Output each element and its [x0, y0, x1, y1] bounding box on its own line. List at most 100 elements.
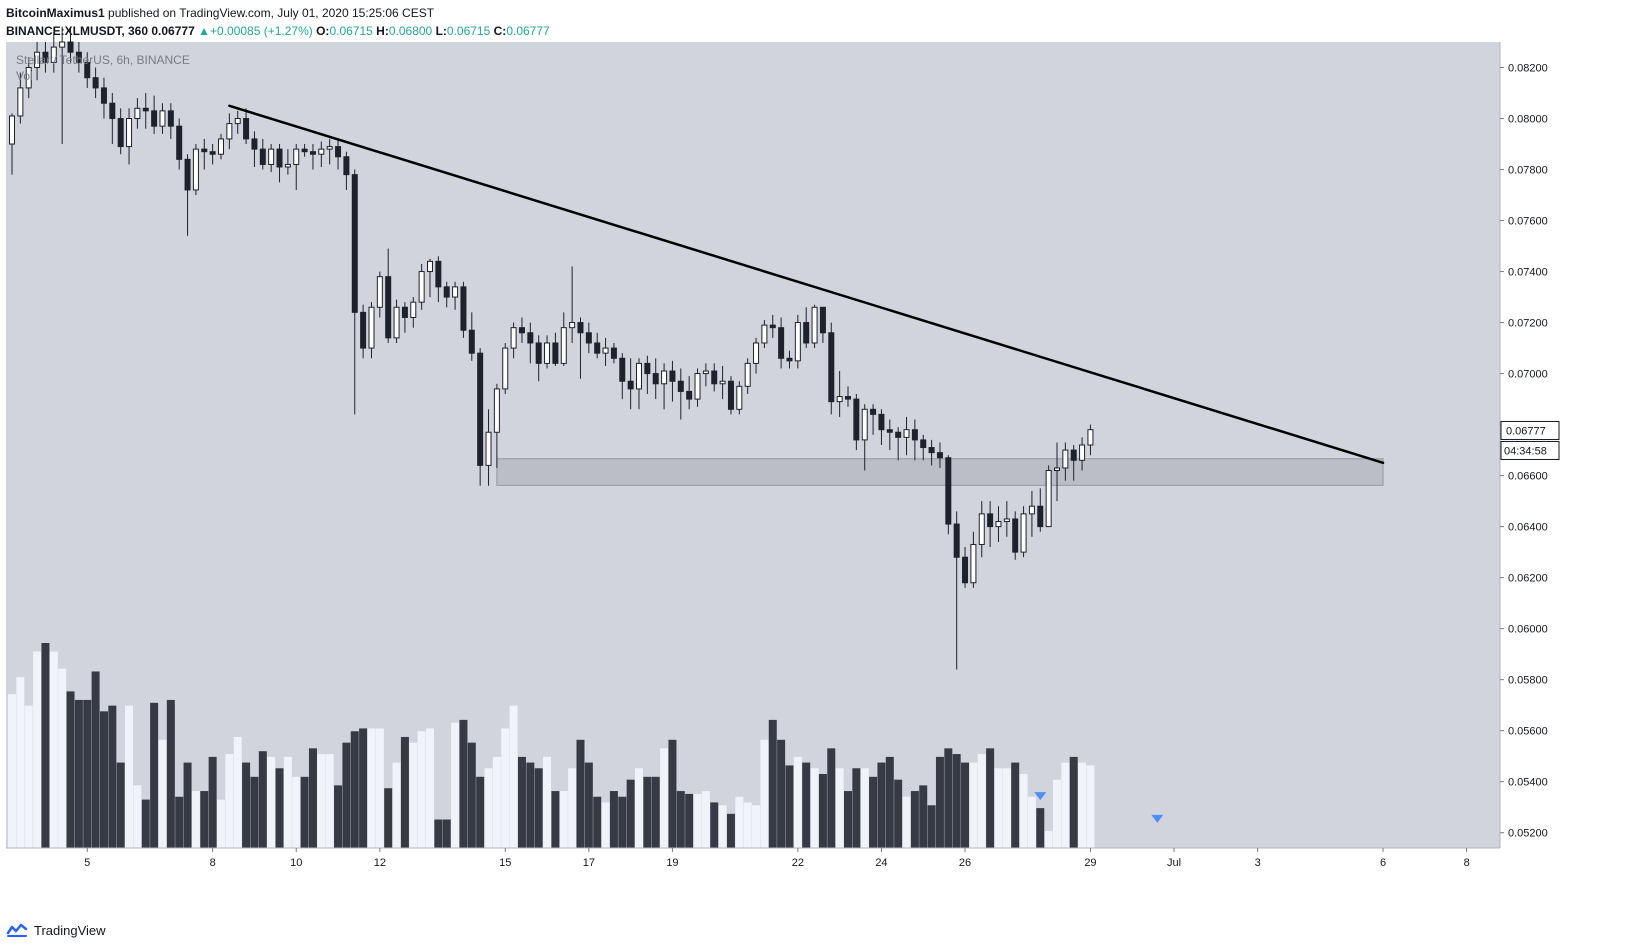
candle[interactable] [853, 393, 860, 451]
candle[interactable] [301, 144, 308, 157]
candle[interactable] [987, 501, 994, 548]
candle[interactable] [761, 320, 768, 349]
candle[interactable] [978, 501, 985, 558]
candle[interactable] [1045, 465, 1052, 528]
candle[interactable] [936, 442, 943, 468]
candle[interactable] [502, 342, 509, 394]
candle[interactable] [995, 506, 1002, 542]
candle[interactable] [9, 113, 15, 175]
candle[interactable] [92, 67, 99, 99]
candle[interactable] [251, 131, 258, 167]
candle[interactable] [945, 455, 952, 535]
candle[interactable] [25, 57, 32, 99]
candle[interactable] [42, 42, 49, 73]
candle[interactable] [75, 42, 82, 73]
candle[interactable] [201, 138, 208, 170]
descending-trendline[interactable] [228, 104, 1385, 465]
candle[interactable] [1028, 490, 1035, 537]
candle[interactable] [518, 317, 525, 343]
candle[interactable] [753, 337, 760, 374]
candle[interactable] [477, 348, 484, 486]
candle[interactable] [1054, 442, 1060, 502]
candle[interactable] [652, 358, 659, 400]
candle[interactable] [493, 383, 500, 468]
candle[interactable] [309, 144, 316, 170]
candle[interactable] [786, 350, 793, 369]
candle[interactable] [435, 256, 442, 303]
candle[interactable] [694, 368, 701, 407]
candle[interactable] [636, 358, 642, 410]
candle[interactable] [268, 144, 275, 173]
candle[interactable] [343, 151, 350, 190]
candle[interactable] [167, 103, 174, 139]
candle[interactable] [560, 312, 567, 366]
candle[interactable] [100, 77, 107, 119]
candle[interactable] [485, 409, 492, 486]
candle[interactable] [552, 332, 559, 366]
candle[interactable] [226, 113, 233, 150]
candle[interactable] [259, 138, 266, 170]
candle[interactable] [418, 263, 425, 310]
plot-area[interactable] [6, 42, 1500, 848]
candle[interactable] [544, 335, 551, 369]
candle[interactable] [209, 144, 216, 165]
candle[interactable] [744, 358, 751, 394]
candle[interactable] [401, 302, 408, 333]
candle[interactable] [535, 335, 542, 382]
candle[interactable] [895, 427, 902, 461]
candle[interactable] [50, 31, 57, 73]
candle[interactable] [385, 248, 392, 343]
candle[interactable] [794, 314, 801, 369]
candle[interactable] [360, 304, 367, 359]
candle[interactable] [84, 52, 91, 88]
candle[interactable] [970, 531, 977, 588]
candle[interactable] [234, 110, 241, 134]
candle[interactable] [911, 419, 918, 461]
candle[interactable] [393, 299, 400, 343]
candle[interactable] [284, 149, 291, 175]
candle[interactable] [59, 26, 66, 145]
candle[interactable] [928, 439, 935, 466]
candle[interactable] [627, 358, 634, 410]
candle[interactable] [109, 93, 116, 145]
candle[interactable] [610, 342, 617, 364]
candle[interactable] [17, 72, 24, 124]
candle[interactable] [351, 169, 358, 415]
candle[interactable] [669, 360, 676, 402]
candle[interactable] [803, 307, 810, 349]
candle[interactable] [569, 266, 576, 343]
candle[interactable] [293, 144, 300, 190]
tradingview-footer[interactable]: TradingView [6, 920, 106, 940]
candle[interactable] [1062, 442, 1069, 481]
candle[interactable] [953, 511, 960, 670]
candle[interactable] [836, 371, 843, 417]
candle[interactable] [218, 133, 224, 160]
candle[interactable] [243, 108, 250, 145]
candle[interactable] [427, 258, 433, 298]
candle[interactable] [34, 42, 41, 81]
candle[interactable] [452, 281, 459, 310]
candle[interactable] [870, 404, 877, 435]
candle[interactable] [962, 547, 969, 588]
candle[interactable] [1037, 488, 1044, 532]
candle[interactable] [719, 365, 726, 400]
candle[interactable] [1079, 437, 1086, 471]
candle[interactable] [410, 297, 417, 328]
candle[interactable] [845, 386, 851, 407]
candle[interactable] [644, 355, 651, 394]
candle[interactable] [527, 322, 534, 364]
candle[interactable] [368, 302, 375, 359]
candle[interactable] [276, 144, 283, 183]
candle[interactable] [326, 138, 333, 165]
candle[interactable] [1087, 424, 1094, 456]
candle[interactable] [159, 103, 166, 134]
candle[interactable] [151, 95, 158, 134]
candle[interactable] [1012, 511, 1019, 560]
candle[interactable] [134, 98, 141, 129]
candle[interactable] [878, 409, 885, 445]
candle[interactable] [460, 281, 467, 338]
candle[interactable] [811, 304, 818, 349]
candle[interactable] [828, 322, 835, 415]
candle[interactable] [117, 108, 124, 155]
candle[interactable] [126, 108, 133, 165]
